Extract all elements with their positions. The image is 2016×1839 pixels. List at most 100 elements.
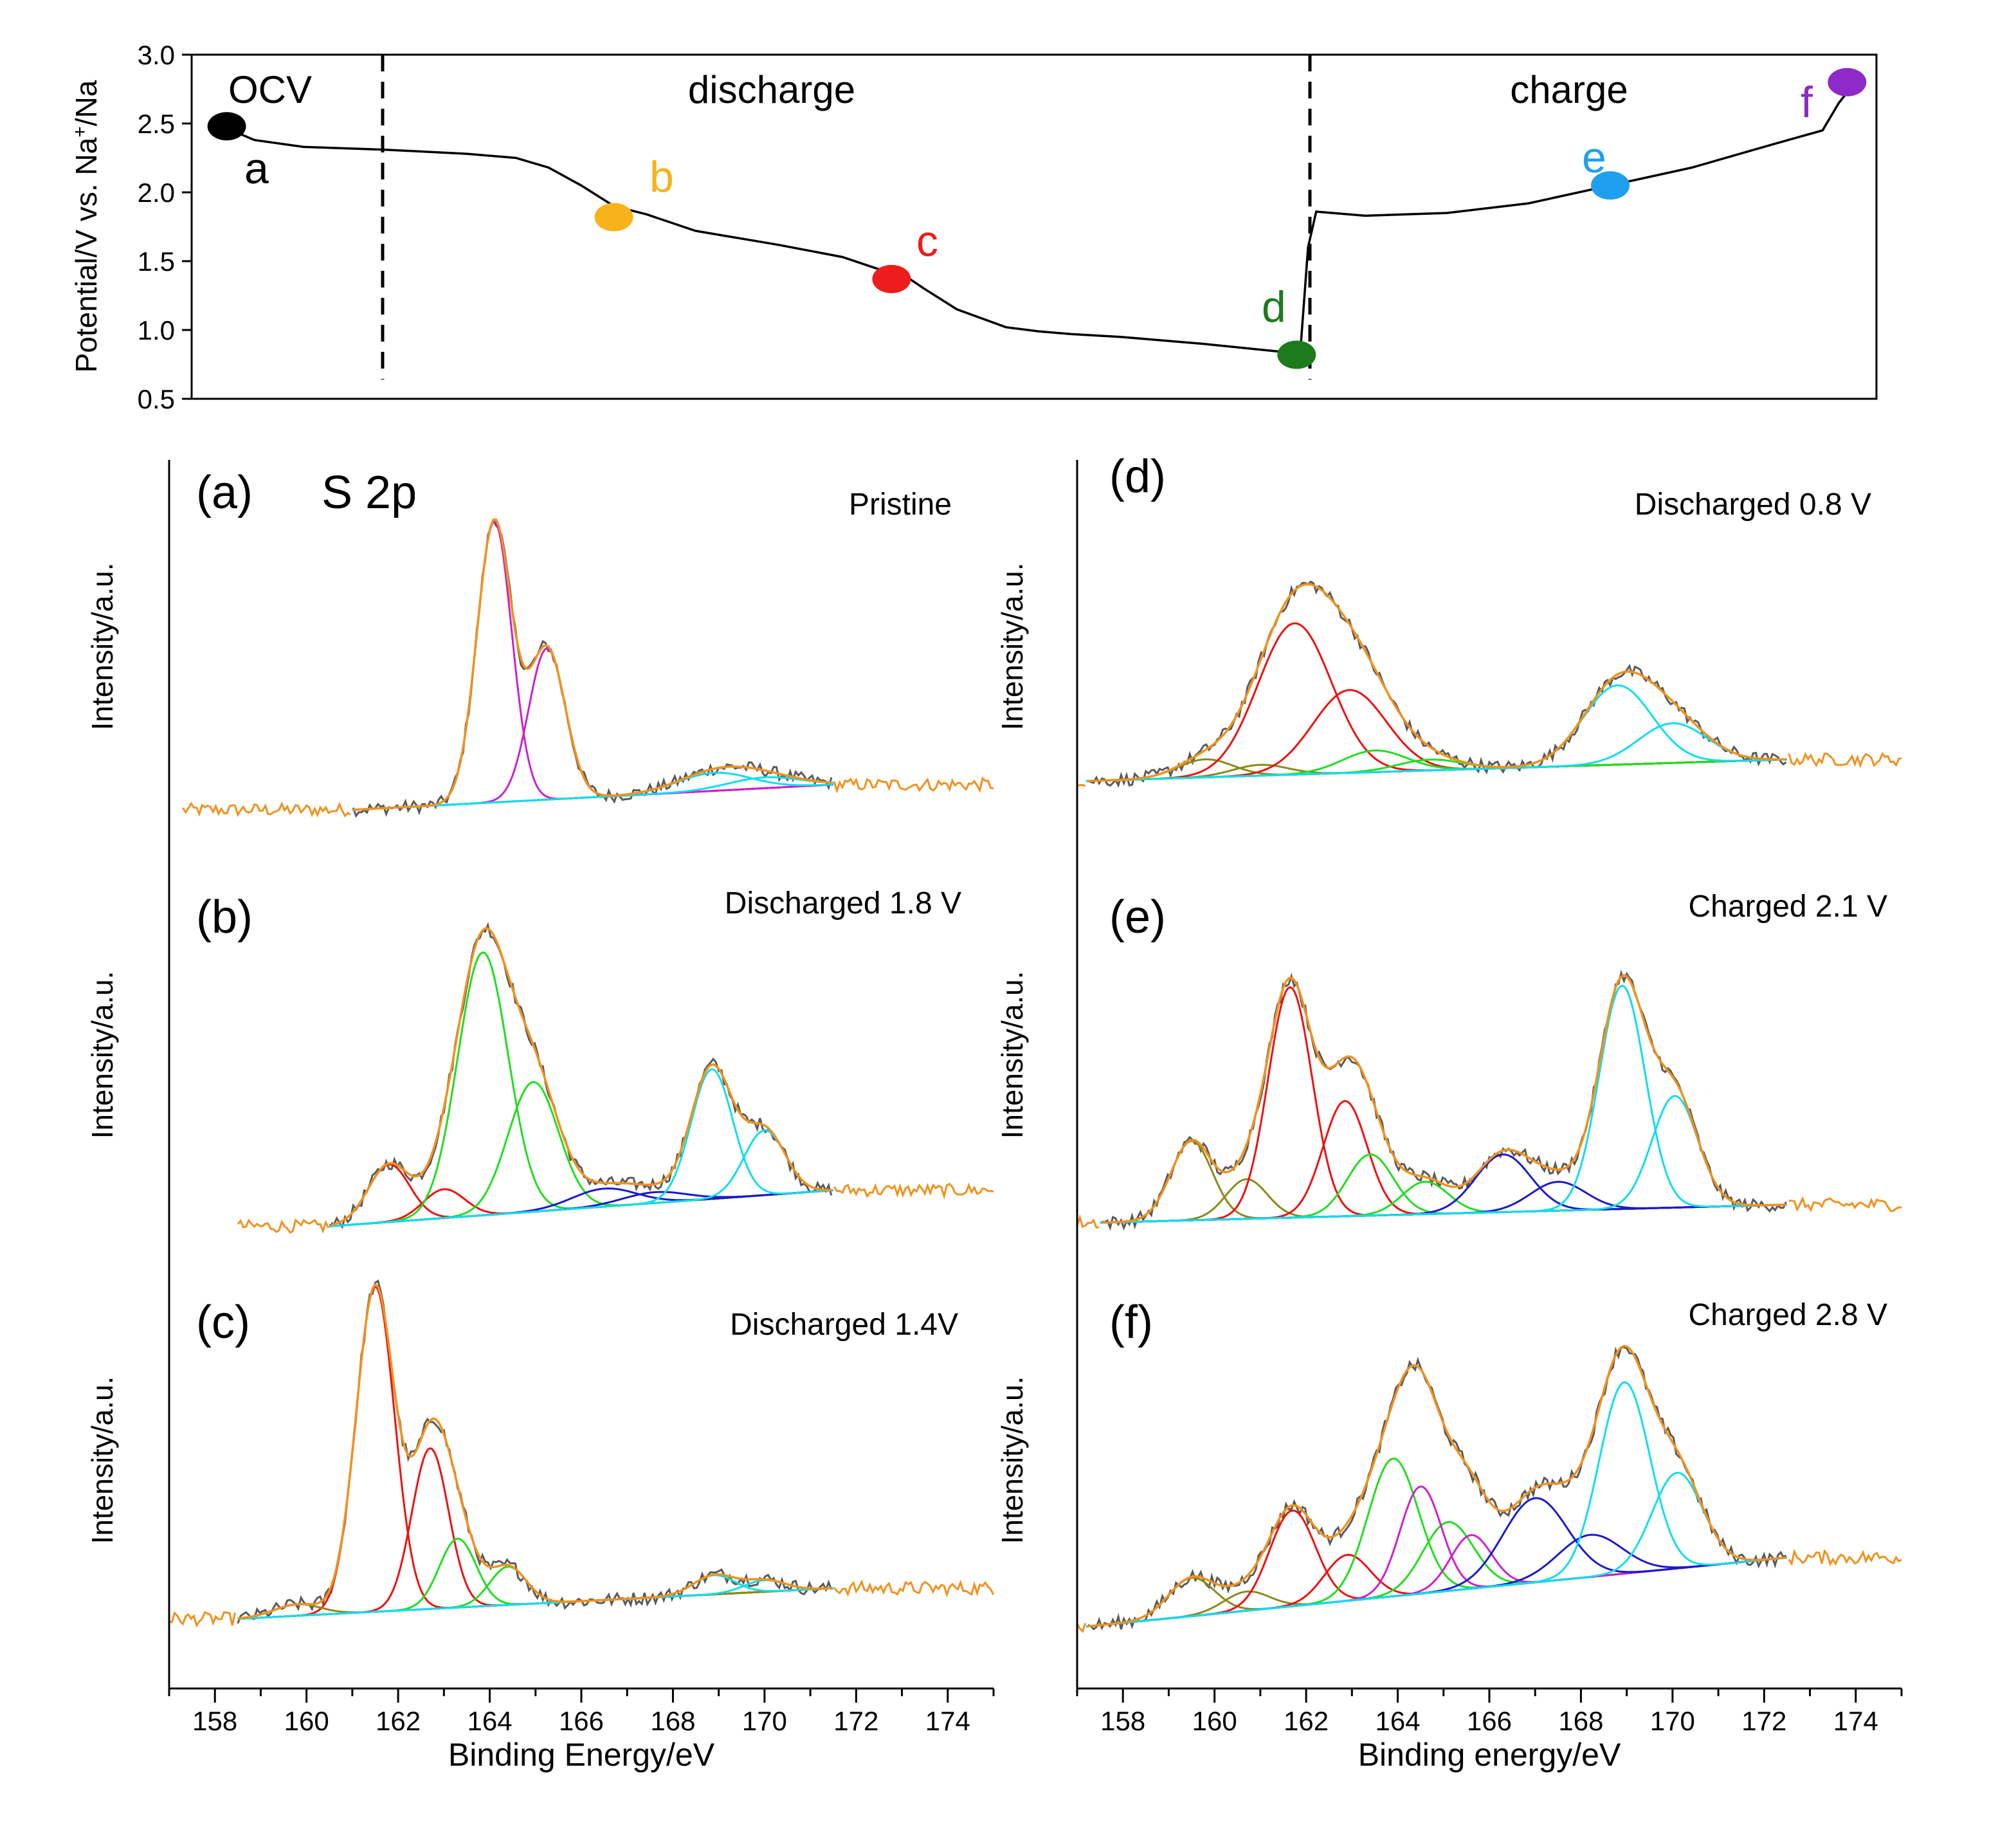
fit-component-cyan <box>1100 1095 1787 1224</box>
fit-component-olive <box>1100 1140 1787 1224</box>
xps-panel-d <box>1076 580 1902 788</box>
envelope-tail-left <box>1076 1623 1087 1633</box>
x-tick-label: 166 <box>559 1706 604 1736</box>
fit-component-cyan <box>1086 1471 1788 1628</box>
xps-panel-a <box>182 518 994 818</box>
fit-envelope-line <box>1088 583 1786 782</box>
x-tick-label: 164 <box>468 1706 513 1736</box>
x-tick-label: 162 <box>1284 1706 1329 1736</box>
marker-d <box>1277 340 1316 369</box>
condition-label-f: Charged 2.8 V <box>1688 1298 1887 1332</box>
condition-label-d: Discharged 0.8 V <box>1635 488 1871 522</box>
xps-panel-f <box>1076 1344 1902 1633</box>
x-tick-label: 158 <box>1100 1706 1145 1736</box>
x-tick-label: 170 <box>1650 1706 1695 1736</box>
spectrum-label-s2p: S 2p <box>322 467 417 518</box>
y-axis-label-a: Intensity/a.u. <box>86 563 119 731</box>
envelope-tail-right <box>1788 1548 1902 1567</box>
envelope-tail-right <box>833 1182 994 1200</box>
y-axis-label-c: Intensity/a.u. <box>86 1377 119 1544</box>
envelope-tail-left <box>1076 784 1086 787</box>
marker-a <box>207 112 246 141</box>
panel-label-a: (a) <box>196 467 253 518</box>
fit-component-magenta <box>1086 1485 1788 1628</box>
x-tick-label: 168 <box>1558 1706 1603 1736</box>
envelope-tail-left <box>182 801 351 818</box>
fit-envelope-line <box>237 1283 831 1620</box>
voltage-y-tick-label: 0.5 <box>138 384 175 414</box>
voltage-y-tick-label: 2.5 <box>138 109 175 139</box>
marker-label-b: b <box>649 152 674 201</box>
fit-component-green <box>1100 1153 1787 1224</box>
marker-c <box>872 264 911 293</box>
xps-x-ticks: 158 160 162 164 166 168 170 172 174 158 160 162 164 1… <box>168 1688 1903 1736</box>
fit-component-magenta <box>1086 1533 1788 1628</box>
fit-component-cyan <box>1086 1381 1788 1628</box>
marker-b <box>594 203 633 232</box>
fit-envelope-line <box>1087 1344 1786 1628</box>
envelope-tail-left <box>237 1218 330 1234</box>
fit-component-red <box>1100 1100 1787 1224</box>
voltage-y-tick-label: 3.0 <box>138 40 175 70</box>
region-label-charge: charge <box>1510 68 1628 111</box>
x-tick-label: 174 <box>1833 1706 1878 1736</box>
envelope-tail-right <box>1788 1196 1902 1212</box>
x-tick-label: 166 <box>1467 1706 1512 1736</box>
x-tick-label: 162 <box>376 1706 421 1736</box>
envelope-tail-right <box>833 776 994 794</box>
voltage-plot-frame <box>190 53 1878 400</box>
marker-e <box>1591 171 1630 200</box>
region-label-ocv: OCV <box>228 68 312 111</box>
x-tick-label: 164 <box>1376 1706 1421 1736</box>
x-tick-label: 158 <box>192 1706 237 1736</box>
envelope-tail-right <box>833 1579 995 1598</box>
fit-envelope-line <box>1102 974 1786 1224</box>
x-tick-label: 170 <box>742 1706 787 1736</box>
raw-spectrum-line <box>352 518 833 818</box>
fit-component-blue <box>1086 1533 1788 1628</box>
raw-spectrum-line <box>1087 580 1787 788</box>
envelope-tail-left <box>168 1611 237 1628</box>
voltage-y-tick-label: 2.0 <box>138 178 175 208</box>
x-tick-label: 168 <box>650 1706 695 1736</box>
fit-component-cyan <box>237 1579 833 1620</box>
fit-component-cyan <box>329 1068 833 1227</box>
fit-component-cyan <box>329 1129 833 1227</box>
x-tick-label: 172 <box>1741 1706 1786 1736</box>
xps-panels <box>168 518 1902 1633</box>
y-axis-label-e: Intensity/a.u. <box>995 971 1029 1139</box>
y-axis-label-b: Intensity/a.u. <box>86 971 119 1139</box>
condition-label-b: Discharged 1.8 V <box>725 886 961 920</box>
condition-label-a: Pristine <box>849 488 952 522</box>
fit-envelope-line <box>331 927 831 1227</box>
panel-label-f: (f) <box>1109 1297 1153 1348</box>
voltage-y-tick-label: 1.0 <box>138 315 175 345</box>
x-tick-label: 160 <box>1192 1706 1237 1736</box>
panel-label-b: (b) <box>196 892 253 943</box>
envelope-tail-right <box>1788 752 1902 769</box>
region-label-discharge: discharge <box>688 68 855 111</box>
voltage-y-tick-label: 1.5 <box>138 246 175 277</box>
envelope-tail-left <box>1076 1214 1100 1229</box>
marker-label-e: e <box>1582 133 1606 182</box>
marker-label-f: f <box>1801 78 1813 127</box>
voltage-profile-line <box>221 81 1857 360</box>
raw-spectrum-line <box>1087 1346 1787 1631</box>
marker-label-c: c <box>916 217 938 266</box>
fit-envelope-line <box>353 518 832 811</box>
voltage-y-ticks: 0.5 1.0 1.5 2.0 2.5 3.0 <box>138 40 192 414</box>
x-tick-label: 172 <box>833 1706 878 1736</box>
voltage-profile-chart: 0.5 1.0 1.5 2.0 2.5 3.0 Potential/V vs. Na+/N… <box>69 40 1878 414</box>
y-axis-label-d: Intensity/a.u. <box>995 563 1029 731</box>
condition-label-e: Charged 2.1 V <box>1688 890 1887 924</box>
x-axis-label-left: Binding Energy/eV <box>448 1737 715 1773</box>
panel-label-e: (e) <box>1109 892 1166 943</box>
fit-component-cyan <box>1086 722 1787 782</box>
marker-label-a: a <box>244 144 269 193</box>
marker-label-d: d <box>1262 282 1286 331</box>
x-axis-label-right: Binding energy/eV <box>1358 1737 1621 1773</box>
panel-label-c: (c) <box>196 1297 250 1348</box>
marker-f <box>1828 68 1867 96</box>
xps-panel-e <box>1076 969 1902 1231</box>
